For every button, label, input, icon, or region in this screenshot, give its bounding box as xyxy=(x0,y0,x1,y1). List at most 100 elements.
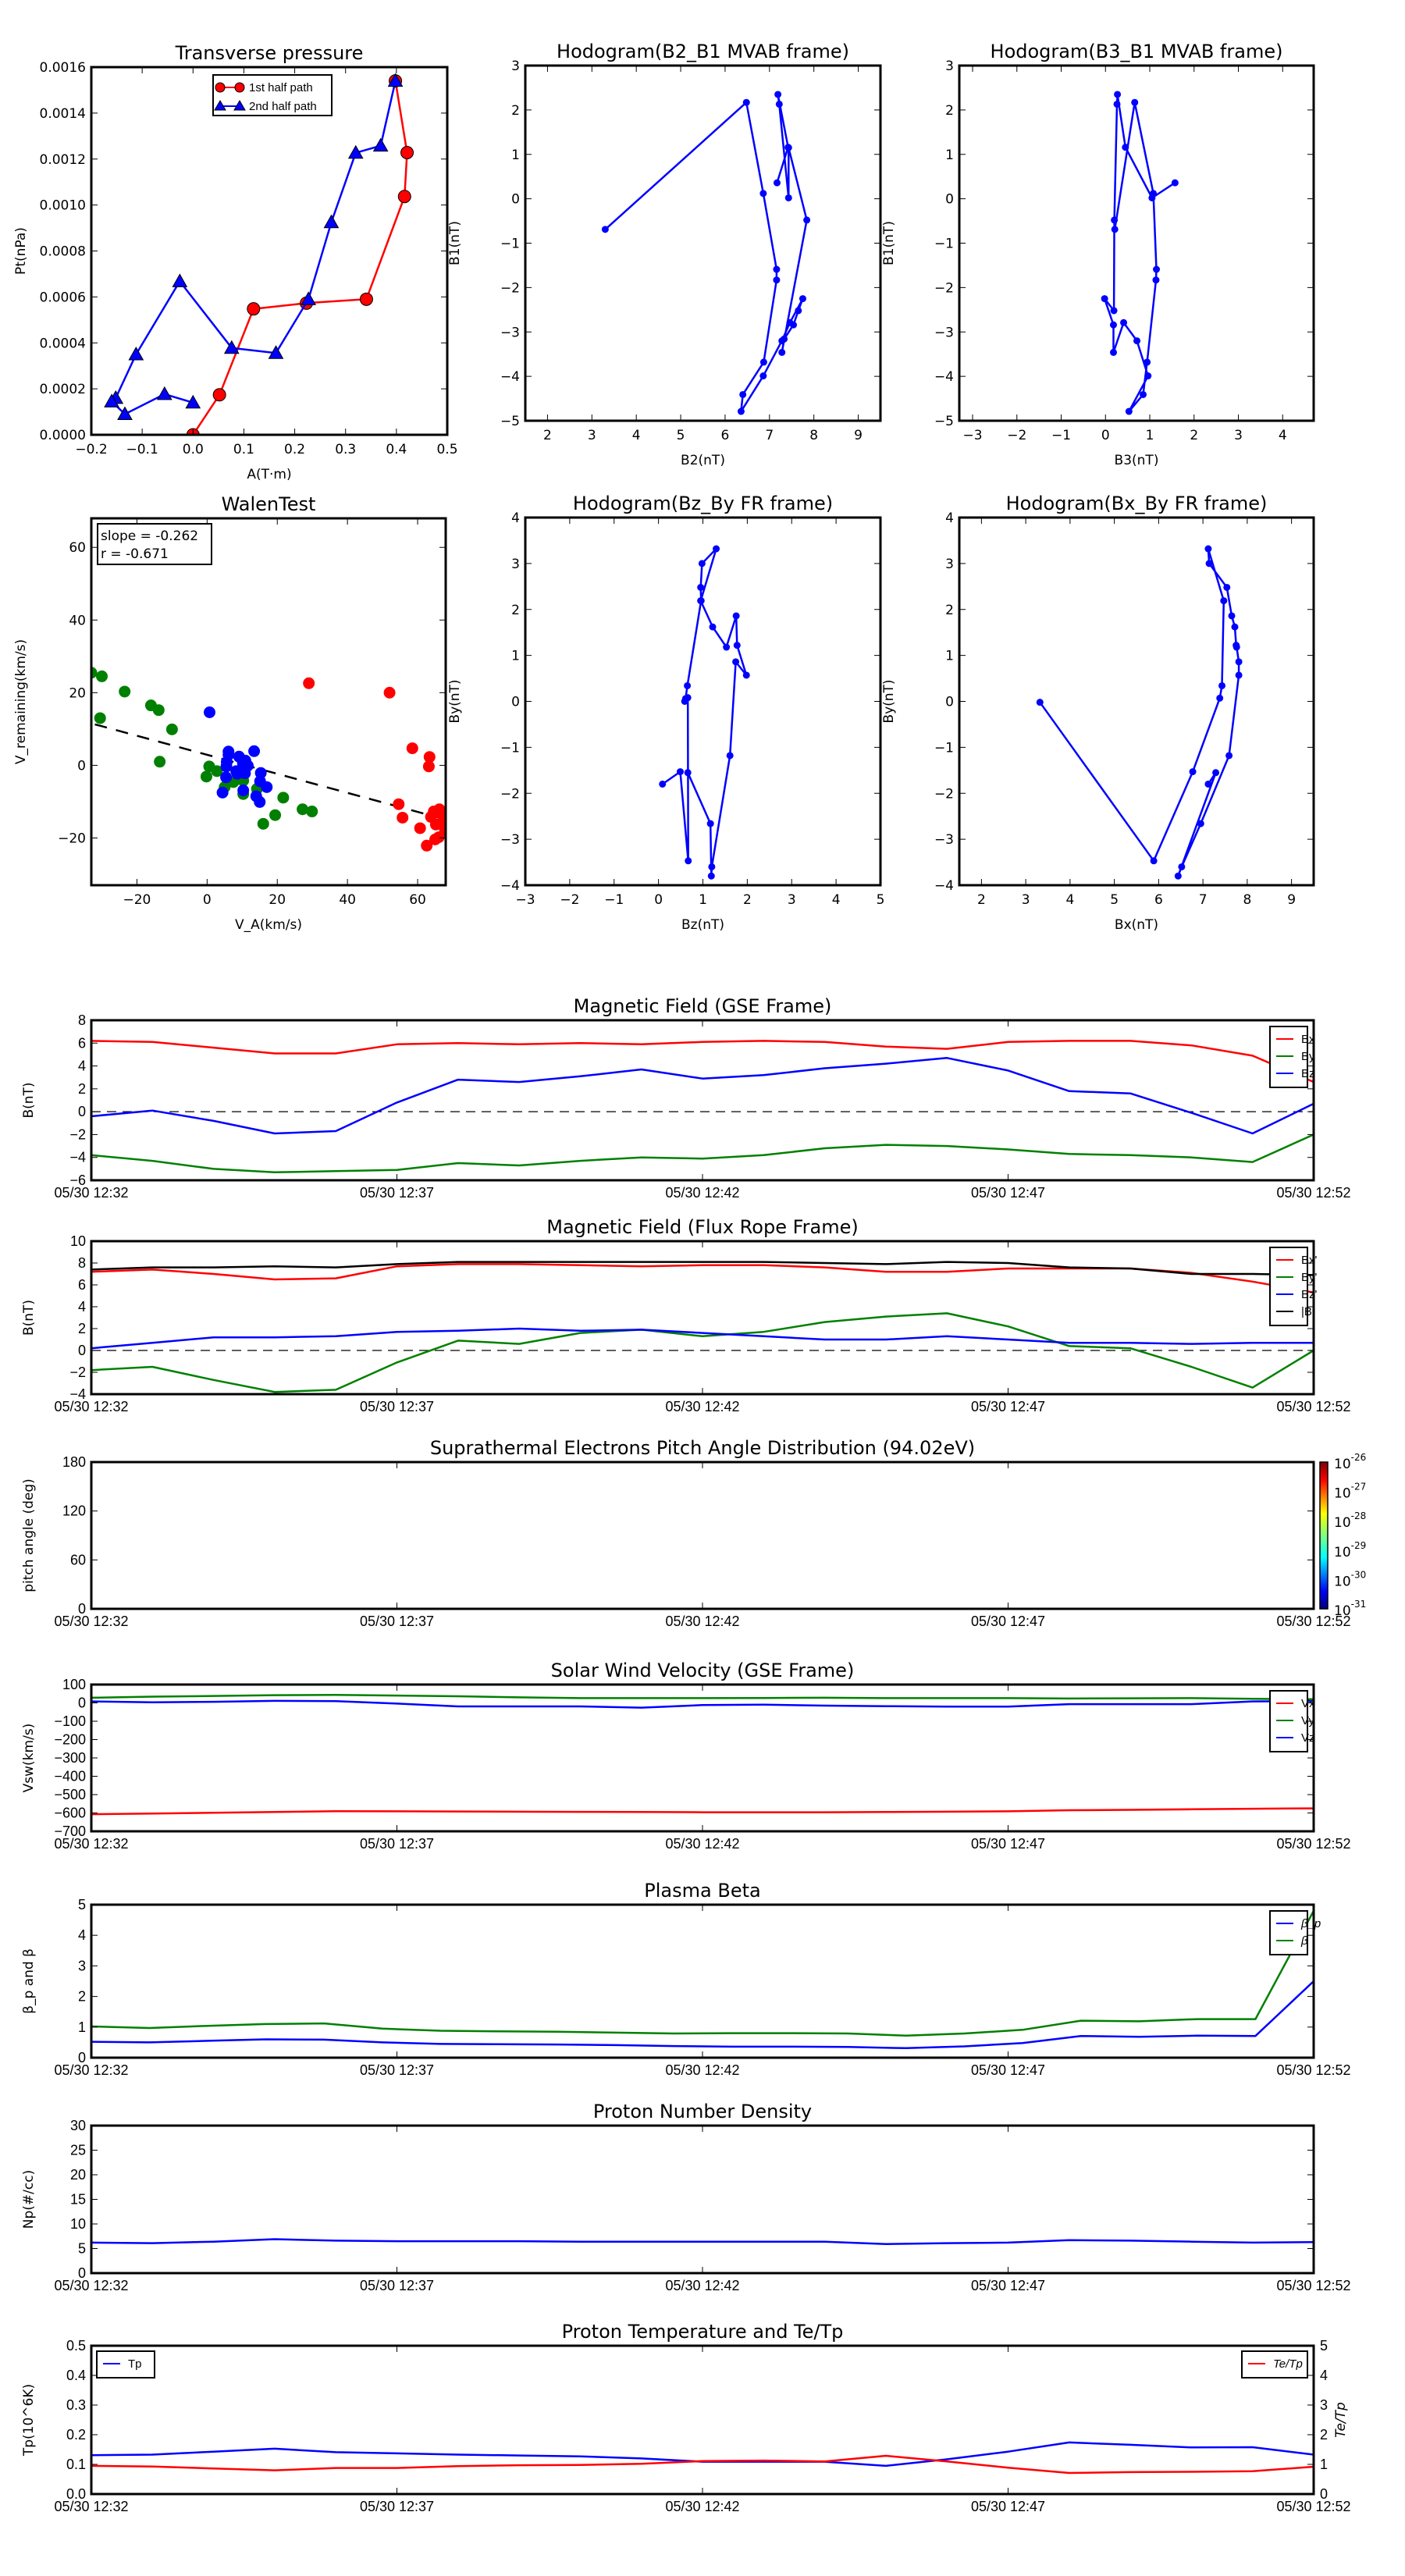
data-point xyxy=(1153,265,1161,273)
colorbar-tick-label: 10-31 xyxy=(1334,1599,1366,1619)
y-tick-label: 4 xyxy=(511,511,520,526)
x-tick-label: 0.1 xyxy=(233,442,254,457)
data-point xyxy=(799,295,806,303)
chart-mag-field-gse: Magnetic Field (GSE Frame) 05/30 12:32 05/… xyxy=(21,995,1351,1201)
plot-area xyxy=(91,2441,1314,2475)
data-point xyxy=(708,863,716,870)
x-tick-label: 0.0 xyxy=(183,442,204,457)
x-tick-label: 05/30 12:42 xyxy=(665,1399,739,1414)
plot-frame xyxy=(524,64,882,422)
y-tick-label: −4 xyxy=(69,1150,86,1165)
y-tick-label: 2 xyxy=(511,603,520,618)
y-tick-label: −20 xyxy=(58,831,86,847)
x-tick-label: 05/30 12:32 xyxy=(54,1614,128,1629)
data-point xyxy=(697,597,705,605)
x-tick-label: −3 xyxy=(515,892,535,908)
series-line xyxy=(1039,547,1240,877)
data-point xyxy=(237,785,250,797)
y-tick-label: 10 xyxy=(70,2216,86,2232)
x-tick-label: 2 xyxy=(743,892,752,908)
y-tick-label: −5 xyxy=(934,414,954,429)
data-point xyxy=(268,345,284,359)
chart-hodogram-bx-by: Hodogram(Bx_By FR frame) 2 3 4 5 6 7 8 9 −4 −3 −2 −1… xyxy=(881,493,1315,933)
series-b2-b1 xyxy=(601,91,811,415)
y-axis-label: V_remaining(km/s) xyxy=(13,639,29,764)
data-point xyxy=(732,658,740,666)
data-point xyxy=(257,817,269,830)
legend-label: β_p xyxy=(1300,1917,1321,1930)
chart-title: Suprathermal Electrons Pitch Angle Distr… xyxy=(430,1437,975,1459)
y-tick-label: 0.4 xyxy=(66,2368,86,2383)
y-tick-label: −600 xyxy=(54,1806,86,1821)
x-tick-label: 0.5 xyxy=(436,442,457,457)
data-point xyxy=(1231,623,1239,631)
colorbar-tick-label: 10-26 xyxy=(1334,1452,1366,1472)
y-tick-label: 10 xyxy=(70,1233,86,1249)
x-tick-label: 05/30 12:52 xyxy=(1276,1614,1350,1629)
data-point xyxy=(422,760,435,773)
plot-frame xyxy=(90,1019,1315,1182)
legend-label: Vy xyxy=(1301,1714,1314,1727)
series-blue xyxy=(203,706,273,808)
legend-box xyxy=(1269,1910,1308,1955)
y-axis-label: By(nT) xyxy=(881,679,897,723)
legend-label: β xyxy=(1300,1934,1308,1948)
y-tick-label: 25 xyxy=(70,2143,86,2158)
x-tick-label: 05/30 12:52 xyxy=(1276,2499,1350,2514)
y-tick-label: −3 xyxy=(500,325,520,340)
plot-frame xyxy=(90,1240,1315,1396)
y-tick-label: 30 xyxy=(70,2118,86,2133)
x-tick-label: 20 xyxy=(269,892,286,908)
data-point xyxy=(306,806,318,818)
data-point xyxy=(1174,872,1182,880)
data-point xyxy=(759,372,767,380)
y-tick-label: 0.5 xyxy=(66,2338,86,2354)
legend: β_p β xyxy=(1269,1910,1321,1955)
series-By xyxy=(91,1312,1314,1393)
x-tick-label: 1 xyxy=(699,892,707,908)
x-tick-label: 9 xyxy=(1287,892,1296,908)
x-axis-label: A(T·m) xyxy=(247,467,291,482)
y-tick-label: 0.0008 xyxy=(40,244,86,260)
x-tick-label: −2 xyxy=(560,892,579,908)
x-tick-label: 40 xyxy=(339,892,356,908)
x-tick-label: 05/30 12:52 xyxy=(1276,1836,1350,1852)
series-line xyxy=(110,80,397,415)
legend-label: Bx xyxy=(1301,1033,1315,1046)
chart-walen-test: WalenTest −20 0 20 40 60 −20 0 20 40 60 V_A(km/s) V_… xyxy=(13,493,447,933)
y-tick-label: 2 xyxy=(78,1081,86,1097)
y-tick-label: 6 xyxy=(78,1277,86,1293)
data-point xyxy=(759,190,767,197)
x-tick-label: 05/30 12:42 xyxy=(665,2278,739,2293)
y-tick-label: 15 xyxy=(70,2192,86,2208)
r-text: r = -0.671 xyxy=(101,546,169,562)
x-tick-label: 5 xyxy=(1110,892,1119,908)
data-point xyxy=(1122,144,1129,151)
x-tick-label: 05/30 12:37 xyxy=(360,1185,434,1201)
series-Bx xyxy=(91,1040,1314,1083)
x-tick-label: 05/30 12:42 xyxy=(665,2062,739,2078)
x-tick-label: 4 xyxy=(832,892,841,908)
x-axis-label: Bx(nT) xyxy=(1115,917,1158,933)
right-y-axis-label: Te/Tp xyxy=(1333,2402,1349,2438)
x-tick-label: 5 xyxy=(877,892,885,908)
y-tick-label: 1 xyxy=(945,649,954,664)
x-axis-label: B3(nT) xyxy=(1115,453,1159,468)
y-tick-label: 0 xyxy=(78,1343,86,1358)
chart-hodogram-b2-b1: Hodogram(B2_B1 MVAB frame) 2 3 4 5 6 7 8 9 −5 −4 −3… xyxy=(447,41,882,468)
data-point xyxy=(117,406,133,421)
data-point xyxy=(1111,226,1119,233)
plot-area xyxy=(91,1910,1314,2050)
y-tick-label: 1 xyxy=(511,649,520,664)
y-tick-label: 0.3 xyxy=(66,2397,86,2413)
x-tick-label: 05/30 12:42 xyxy=(665,1614,739,1629)
data-point xyxy=(697,583,705,591)
series-line xyxy=(192,80,408,435)
data-point xyxy=(775,100,783,108)
y-tick-label: −2 xyxy=(69,1126,86,1142)
series-By xyxy=(91,1133,1314,1174)
y-tick-label: 100 xyxy=(62,1677,86,1692)
y-tick-label: 60 xyxy=(70,1552,86,1567)
y-tick-label: −700 xyxy=(54,1823,86,1839)
